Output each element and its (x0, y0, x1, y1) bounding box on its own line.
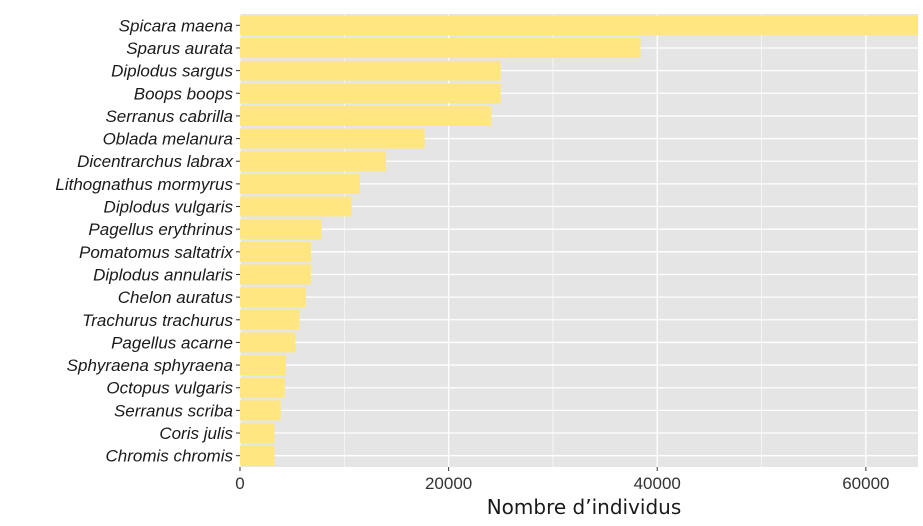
bar (240, 332, 296, 353)
bar (240, 423, 275, 443)
x-tick-label: 0 (235, 474, 244, 493)
y-tick-label: Octopus vulgaris (106, 379, 233, 398)
y-tick-label: Boops boops (134, 84, 234, 103)
y-tick-label: Chromis chromis (105, 447, 233, 466)
y-tick-label: Serranus scriba (114, 401, 233, 420)
bar (240, 196, 352, 217)
y-tick-label: Serranus cabrilla (105, 107, 233, 126)
bar (240, 105, 492, 126)
bar (240, 264, 311, 285)
y-tick-label: Diplodus vulgaris (104, 198, 234, 217)
bar (240, 15, 918, 36)
y-tick-label: Pagellus acarne (111, 333, 233, 352)
bar (240, 309, 300, 330)
bar (240, 377, 285, 398)
bar (240, 400, 281, 421)
bar (240, 173, 360, 194)
y-tick-label: Oblada melanura (103, 130, 233, 149)
bar (240, 128, 425, 149)
y-axis: Spicara maena Sparus aurata Diplodus sargu… (55, 16, 240, 466)
bar (240, 151, 387, 172)
bar (240, 83, 501, 104)
y-tick-label: Sparus aurata (126, 39, 233, 58)
plot-panel (240, 14, 918, 467)
x-tick-label: 40000 (634, 474, 681, 493)
bar (240, 38, 641, 58)
x-axis-title: Nombre d’individus (487, 495, 682, 519)
x-tick-label: 20000 (425, 474, 472, 493)
y-tick-label: Sphyraena sphyraena (67, 356, 233, 375)
y-tick-label: Diplodus sargus (111, 62, 233, 81)
bar (240, 241, 311, 262)
y-tick-label: Pomatomus saltatrix (79, 243, 233, 262)
y-tick-label: Lithognathus mormyrus (55, 175, 233, 194)
bar (240, 355, 286, 376)
bar (240, 445, 275, 466)
x-axis: 0 20000 40000 60000 (235, 467, 889, 493)
bar (240, 60, 501, 81)
y-tick-label: Chelon auratus (118, 288, 234, 307)
y-tick-label: Pagellus erythrinus (88, 220, 233, 239)
bar (240, 287, 306, 308)
bars (240, 15, 918, 466)
y-tick-label: Trachurus trachurus (82, 311, 233, 330)
y-tick-label: Coris julis (159, 424, 233, 443)
y-tick-label: Diplodus annularis (93, 265, 233, 284)
y-tick-label: Spicara maena (119, 16, 233, 35)
x-tick-label: 60000 (842, 474, 889, 493)
y-tick-label: Dicentrarchus labrax (77, 152, 233, 171)
bar (240, 219, 322, 240)
